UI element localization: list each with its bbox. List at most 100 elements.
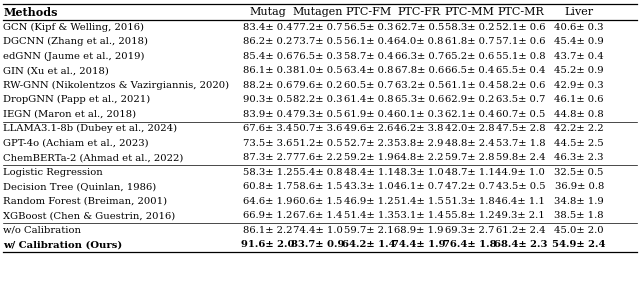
Text: 69.3± 2.7: 69.3± 2.7: [445, 226, 495, 235]
Text: 43.7± 0.4: 43.7± 0.4: [554, 52, 604, 61]
Text: 74.4± 1.0: 74.4± 1.0: [293, 226, 343, 235]
Text: 91.6± 2.0: 91.6± 2.0: [241, 240, 294, 249]
Text: 52.1± 0.6: 52.1± 0.6: [495, 23, 545, 32]
Text: 44.8± 0.8: 44.8± 0.8: [554, 110, 604, 119]
Text: 55.8± 1.2: 55.8± 1.2: [445, 211, 495, 220]
Text: 47.5± 2.8: 47.5± 2.8: [495, 124, 545, 133]
Text: 86.2± 0.2: 86.2± 0.2: [243, 37, 292, 46]
Text: 83.4± 0.4: 83.4± 0.4: [243, 23, 292, 32]
Text: 61.9± 0.4: 61.9± 0.4: [344, 110, 394, 119]
Text: XGBoost (Chen & Guestrin, 2016): XGBoost (Chen & Guestrin, 2016): [3, 211, 175, 220]
Text: 63.5± 0.7: 63.5± 0.7: [495, 95, 545, 104]
Text: 54.9± 2.4: 54.9± 2.4: [552, 240, 606, 249]
Text: 51.3± 1.8: 51.3± 1.8: [445, 197, 495, 206]
Text: 64.2± 1.4: 64.2± 1.4: [342, 240, 396, 249]
Text: 61.8± 0.7: 61.8± 0.7: [445, 37, 495, 46]
Text: 56.5± 0.3: 56.5± 0.3: [344, 23, 394, 32]
Text: DropGNN (Papp et al., 2021): DropGNN (Papp et al., 2021): [3, 95, 150, 104]
Text: LLAMA3.1-8b (Dubey et al., 2024): LLAMA3.1-8b (Dubey et al., 2024): [3, 124, 177, 133]
Text: w/o Calibration: w/o Calibration: [3, 226, 81, 235]
Text: 58.2± 0.6: 58.2± 0.6: [495, 81, 545, 90]
Text: 61.4± 0.8: 61.4± 0.8: [344, 95, 394, 104]
Text: 52.7± 2.3: 52.7± 2.3: [344, 139, 394, 148]
Text: 60.7± 0.5: 60.7± 0.5: [495, 110, 545, 119]
Text: Random Forest (Breiman, 2001): Random Forest (Breiman, 2001): [3, 197, 167, 206]
Text: 73.5± 3.6: 73.5± 3.6: [243, 139, 292, 148]
Text: 53.8± 2.9: 53.8± 2.9: [394, 139, 444, 148]
Text: 68.9± 1.9: 68.9± 1.9: [394, 226, 444, 235]
Text: edGNN (Jaume et al., 2019): edGNN (Jaume et al., 2019): [3, 52, 145, 61]
Text: 64.0± 0.8: 64.0± 0.8: [394, 37, 444, 46]
Text: 67.6± 1.4: 67.6± 1.4: [293, 211, 343, 220]
Text: 86.1± 0.3: 86.1± 0.3: [243, 66, 292, 75]
Text: 44.5± 2.5: 44.5± 2.5: [554, 139, 604, 148]
Text: 59.8± 2.4: 59.8± 2.4: [495, 153, 545, 162]
Text: 58.3± 0.2: 58.3± 0.2: [445, 23, 495, 32]
Text: 42.2± 2.2: 42.2± 2.2: [554, 124, 604, 133]
Text: 47.2± 0.7: 47.2± 0.7: [445, 182, 495, 191]
Text: 49.6± 2.6: 49.6± 2.6: [344, 124, 394, 133]
Text: 53.1± 1.4: 53.1± 1.4: [394, 211, 444, 220]
Text: 77.2± 0.7: 77.2± 0.7: [293, 23, 343, 32]
Text: 46.4± 1.1: 46.4± 1.1: [495, 197, 545, 206]
Text: 60.6± 1.5: 60.6± 1.5: [293, 197, 343, 206]
Text: 88.2± 0.6: 88.2± 0.6: [243, 81, 292, 90]
Text: 67.8± 0.6: 67.8± 0.6: [395, 66, 444, 75]
Text: 36.9± 0.8: 36.9± 0.8: [554, 182, 604, 191]
Text: PTC-MR: PTC-MR: [497, 7, 544, 17]
Text: 45.4± 0.9: 45.4± 0.9: [554, 37, 604, 46]
Text: 46.3± 2.3: 46.3± 2.3: [554, 153, 604, 162]
Text: 62.7± 0.5: 62.7± 0.5: [394, 23, 444, 32]
Text: 64.8± 2.2: 64.8± 2.2: [394, 153, 444, 162]
Text: 66.9± 1.2: 66.9± 1.2: [243, 211, 292, 220]
Text: 65.3± 0.6: 65.3± 0.6: [395, 95, 444, 104]
Text: 48.3± 1.0: 48.3± 1.0: [394, 168, 444, 177]
Text: 64.6± 1.9: 64.6± 1.9: [243, 197, 292, 206]
Text: 82.2± 0.3: 82.2± 0.3: [293, 95, 343, 104]
Text: 62.9± 0.2: 62.9± 0.2: [445, 95, 495, 104]
Text: 51.4± 1.5: 51.4± 1.5: [394, 197, 444, 206]
Text: 61.1± 0.4: 61.1± 0.4: [445, 81, 495, 90]
Text: 77.6± 2.2: 77.6± 2.2: [293, 153, 343, 162]
Text: 55.4± 0.8: 55.4± 0.8: [293, 168, 343, 177]
Text: 58.7± 0.4: 58.7± 0.4: [344, 52, 394, 61]
Text: 42.9± 0.3: 42.9± 0.3: [554, 81, 604, 90]
Text: 55.1± 0.8: 55.1± 0.8: [495, 52, 545, 61]
Text: 46.2± 3.8: 46.2± 3.8: [394, 124, 444, 133]
Text: 74.4± 1.9: 74.4± 1.9: [392, 240, 446, 249]
Text: 79.6± 0.2: 79.6± 0.2: [293, 81, 343, 90]
Text: 60.8± 1.7: 60.8± 1.7: [243, 182, 292, 191]
Text: 73.7± 0.5: 73.7± 0.5: [293, 37, 343, 46]
Text: 43.5± 0.5: 43.5± 0.5: [495, 182, 545, 191]
Text: 86.1± 2.2: 86.1± 2.2: [243, 226, 292, 235]
Text: 42.0± 2.8: 42.0± 2.8: [445, 124, 495, 133]
Text: GIN (Xu et al., 2018): GIN (Xu et al., 2018): [3, 66, 109, 75]
Text: PTC-FR: PTC-FR: [397, 7, 441, 17]
Text: 45.0± 2.0: 45.0± 2.0: [554, 226, 604, 235]
Text: 63.4± 0.8: 63.4± 0.8: [344, 66, 394, 75]
Text: PTC-FM: PTC-FM: [346, 7, 392, 17]
Text: Methods: Methods: [3, 7, 58, 17]
Text: 46.1± 0.7: 46.1± 0.7: [394, 182, 444, 191]
Text: 53.7± 1.8: 53.7± 1.8: [495, 139, 545, 148]
Text: Liver: Liver: [564, 7, 594, 17]
Text: RW-GNN (Nikolentzos & Vazirgiannis, 2020): RW-GNN (Nikolentzos & Vazirgiannis, 2020…: [3, 81, 229, 90]
Text: 61.2± 2.4: 61.2± 2.4: [495, 226, 545, 235]
Text: Decision Tree (Quinlan, 1986): Decision Tree (Quinlan, 1986): [3, 182, 156, 191]
Text: 87.3± 2.7: 87.3± 2.7: [243, 153, 292, 162]
Text: 83.9± 0.4: 83.9± 0.4: [243, 110, 292, 119]
Text: 51.4± 1.3: 51.4± 1.3: [344, 211, 394, 220]
Text: GCN (Kipf & Welling, 2016): GCN (Kipf & Welling, 2016): [3, 23, 144, 32]
Text: 66.3± 0.7: 66.3± 0.7: [395, 52, 444, 61]
Text: 59.7± 2.8: 59.7± 2.8: [445, 153, 495, 162]
Text: 60.1± 0.3: 60.1± 0.3: [394, 110, 444, 119]
Text: 51.2± 0.5: 51.2± 0.5: [293, 139, 343, 148]
Text: 56.1± 0.4: 56.1± 0.4: [344, 37, 394, 46]
Text: 76.4± 1.8: 76.4± 1.8: [443, 240, 497, 249]
Text: GPT-4o (Achiam et al., 2023): GPT-4o (Achiam et al., 2023): [3, 139, 149, 148]
Text: 48.4± 1.1: 48.4± 1.1: [344, 168, 394, 177]
Text: 46.9± 1.2: 46.9± 1.2: [344, 197, 394, 206]
Text: 58.3± 1.2: 58.3± 1.2: [243, 168, 292, 177]
Text: Mutag: Mutag: [249, 7, 286, 17]
Text: 76.5± 0.3: 76.5± 0.3: [293, 52, 343, 61]
